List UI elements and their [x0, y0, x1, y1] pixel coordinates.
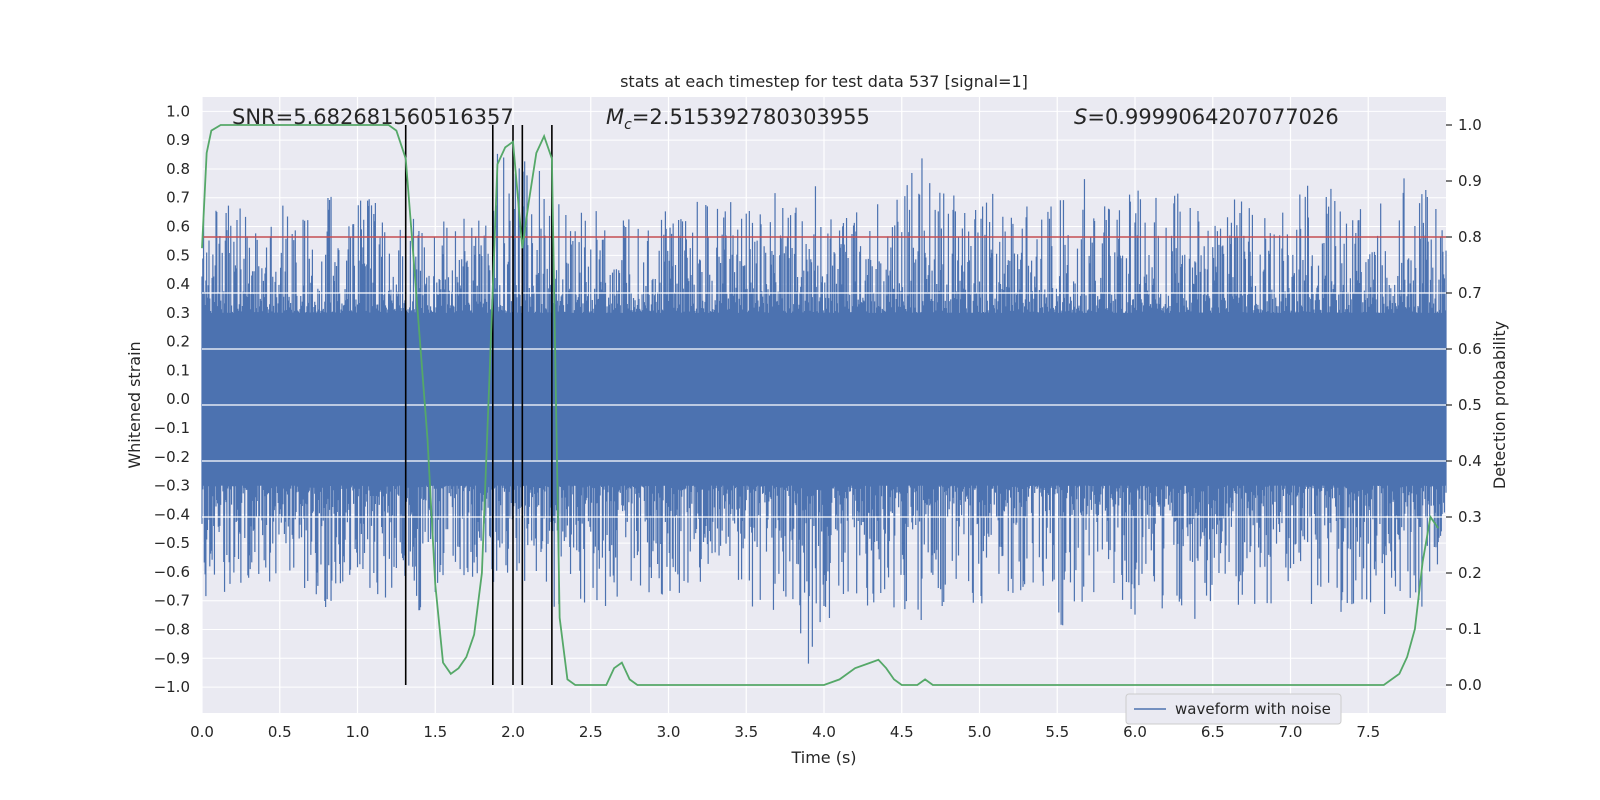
chirp-mass-annotation: Mc=2.515392780303955 — [606, 105, 870, 133]
x-tick-label: 1.5 — [423, 723, 447, 741]
y-tick-label: −0.4 — [154, 505, 190, 523]
score-value: =0.9999064207077026 — [1087, 105, 1338, 129]
y-tick-label: −1.0 — [154, 678, 190, 696]
y2-tick-label: 0.3 — [1458, 508, 1482, 526]
x-tick-label: 5.5 — [1045, 723, 1069, 741]
x-axis-label: Time (s) — [790, 748, 856, 767]
x-tick-label: 0.5 — [268, 723, 292, 741]
x-tick-label: 1.0 — [346, 723, 370, 741]
y-tick-label: −0.3 — [154, 477, 190, 495]
y-tick-label: −0.6 — [154, 563, 190, 581]
x-tick-label: 0.0 — [190, 723, 214, 741]
y-tick-label: 0.0 — [166, 390, 190, 408]
y-tick-label: 0.3 — [166, 304, 190, 322]
x-tick-label: 2.5 — [579, 723, 603, 741]
y-tick-label: 0.5 — [166, 246, 190, 264]
score-symbol: S — [1074, 105, 1087, 129]
x-tick-label: 2.0 — [501, 723, 525, 741]
chirp-mass-symbol: M — [606, 105, 624, 129]
y-axis-label: Whitened strain — [125, 341, 144, 468]
chirp-mass-value: =2.515392780303955 — [632, 105, 870, 129]
y-tick-label: −0.5 — [154, 534, 190, 552]
snr-annotation: SNR=5.682681560516357 — [232, 105, 514, 129]
y-tick-label: −0.1 — [154, 419, 190, 437]
x-tick-label: 5.0 — [968, 723, 992, 741]
x-tick-label: 6.0 — [1123, 723, 1147, 741]
score-annotation: S=0.9999064207077026 — [1074, 105, 1339, 129]
legend: waveform with noise — [1125, 693, 1342, 725]
x-tick-label: 4.0 — [812, 723, 836, 741]
y-tick-label: −0.9 — [154, 649, 190, 667]
y-tick-label: −0.8 — [154, 621, 190, 639]
y2-axis-label: Detection probability — [1490, 321, 1509, 489]
probability-line — [201, 124, 1439, 686]
y-tick-label: 0.6 — [166, 218, 190, 236]
x-tick-label: 3.0 — [657, 723, 681, 741]
chirp-mass-subscript: c — [624, 117, 632, 133]
event-lines — [404, 125, 553, 685]
chart-title: stats at each timestep for test data 537… — [620, 72, 1028, 91]
y-tick-label: −0.2 — [154, 448, 190, 466]
waveform-series — [201, 153, 1447, 664]
x-tick-label: 7.0 — [1279, 723, 1303, 741]
y-tick-label: 0.4 — [166, 275, 190, 293]
x-axis-ticks: 0.0 0.5 1.0 1.5 2.0 2.5 3.0 3.5 4.0 4.5 5.0 5.5 6.0 6… — [190, 723, 1380, 741]
y-tick-label: 1.0 — [166, 102, 190, 120]
y2-tick-label: 0.7 — [1458, 284, 1482, 302]
x-tick-label: 4.5 — [890, 723, 914, 741]
y2-tick-label: 0.6 — [1458, 340, 1482, 358]
y2-tick-label: 0.1 — [1458, 620, 1482, 638]
y2-tick-label: 0.8 — [1458, 228, 1482, 246]
y-tick-label: 0.9 — [166, 131, 190, 149]
x-tick-label: 6.5 — [1201, 723, 1225, 741]
waveform-core — [202, 312, 1446, 486]
x-tick-label: 3.5 — [734, 723, 758, 741]
x-tick-label: 7.5 — [1356, 723, 1380, 741]
y2-tick-label: 1.0 — [1458, 116, 1482, 134]
y2-tick-label: 0.5 — [1458, 396, 1482, 414]
y2-tick-label: 0.0 — [1458, 676, 1482, 694]
y2-tick-label: 0.2 — [1458, 564, 1482, 582]
y2-tick-label: 0.4 — [1458, 452, 1482, 470]
y2-tick-label: 0.9 — [1458, 172, 1482, 190]
y-tick-label: 0.2 — [166, 333, 190, 351]
probability-series — [201, 124, 1439, 686]
y-tick-label: 0.7 — [166, 189, 190, 207]
y-tick-label: −0.7 — [154, 592, 190, 610]
y-axis-ticks: 1.0 0.9 0.8 0.7 0.6 0.5 0.4 0.3 0.2 0.1 0.0 −0.1 −0.… — [154, 102, 190, 696]
y-tick-label: 0.8 — [166, 160, 190, 178]
legend-label: waveform with noise — [1175, 700, 1331, 718]
y-tick-label: 0.1 — [166, 361, 190, 379]
legend-box — [1125, 693, 1342, 725]
y2-axis-ticks: 1.0 0.9 0.8 0.7 0.6 0.5 0.4 0.3 0.2 0.1 0.0 — [1446, 116, 1482, 694]
